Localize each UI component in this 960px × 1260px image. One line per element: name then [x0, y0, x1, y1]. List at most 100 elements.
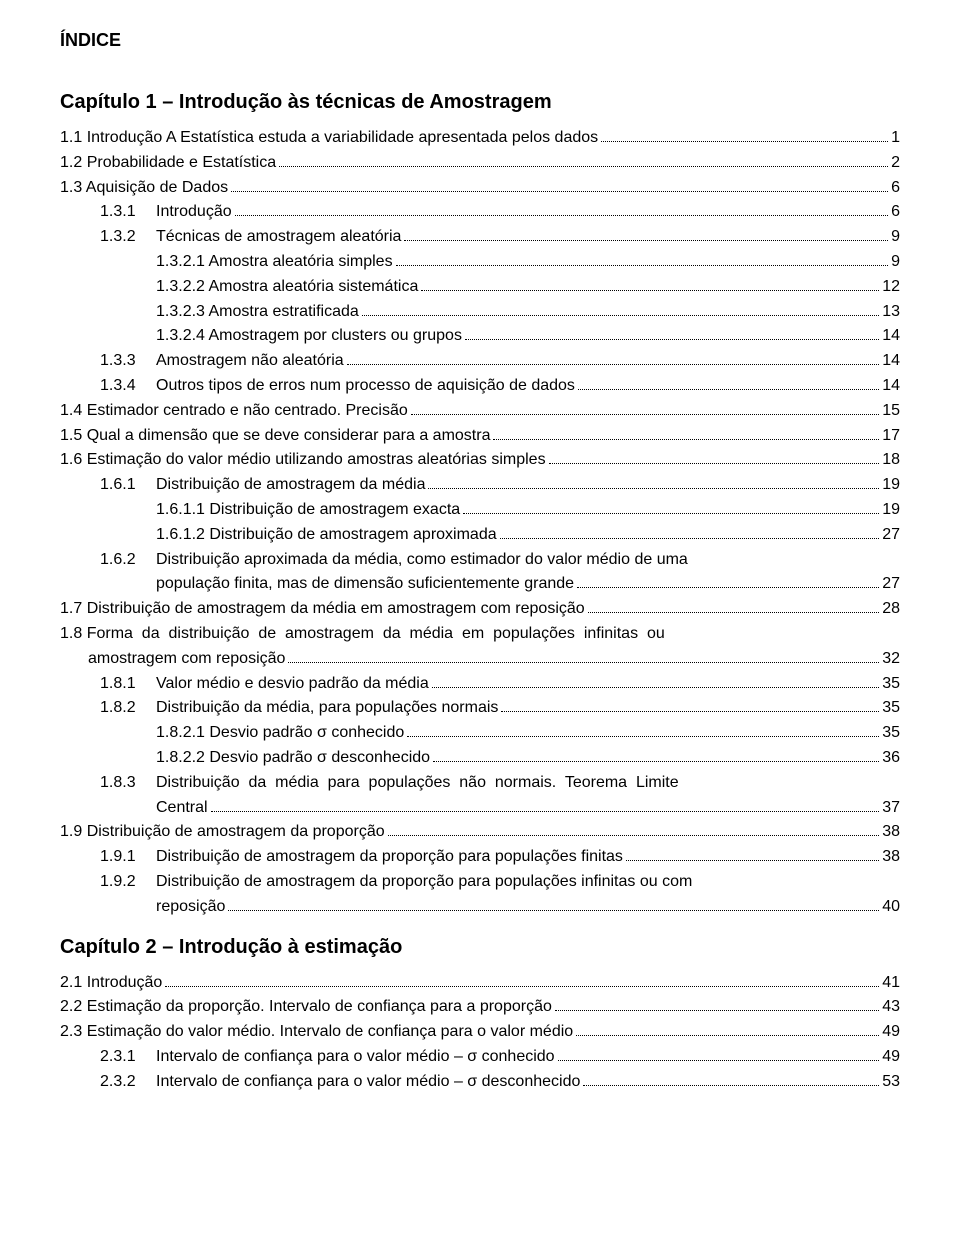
toc-entry: 1.6.1.1 Distribuição de amostragem exact… — [60, 498, 900, 523]
toc-entry: 1.3.2 Técnicas de amostragem aleatória 9 — [60, 225, 900, 250]
toc-number: 2.3.1 — [100, 1045, 156, 1070]
toc-text: Distribuição aproximada da média, como e… — [156, 548, 688, 573]
toc-entry: 2.3.1 Intervalo de confiança para o valo… — [60, 1045, 900, 1070]
toc-text: 1.3.2.2 Amostra aleatória sistemática — [156, 275, 418, 300]
toc-page: 9 — [891, 225, 900, 250]
leader-dots — [347, 364, 880, 365]
toc-text: 1.6.1.1 Distribuição de amostragem exact… — [156, 498, 460, 523]
toc-text: Intervalo de confiança para o valor médi… — [156, 1070, 580, 1095]
toc-entry: 2.3 Estimação do valor médio. Intervalo … — [60, 1020, 900, 1045]
toc-text: Intervalo de confiança para o valor médi… — [156, 1045, 555, 1070]
toc-page: 14 — [882, 324, 900, 349]
toc-text: Valor médio e desvio padrão da média — [156, 672, 429, 697]
toc-page: 38 — [882, 820, 900, 845]
leader-dots — [396, 265, 889, 266]
leader-dots — [421, 290, 879, 291]
toc-entry: 1.8.3 Distribuição da média para populaç… — [60, 771, 900, 821]
toc-page: 14 — [882, 349, 900, 374]
toc-entry: 1.9.2 Distribuição de amostragem da prop… — [60, 870, 900, 920]
leader-dots — [626, 860, 879, 861]
toc-page: 35 — [882, 696, 900, 721]
toc-page: 43 — [882, 995, 900, 1020]
toc-entry: 1.4 Estimador centrado e não centrado. P… — [60, 399, 900, 424]
toc-page: 15 — [882, 399, 900, 424]
toc-page: 12 — [882, 275, 900, 300]
chapter-2-heading: Capítulo 2 – Introdução à estimação — [60, 936, 900, 959]
leader-dots — [288, 662, 879, 663]
toc-entry: 1.3.2.1 Amostra aleatória simples 9 — [60, 250, 900, 275]
toc-text: amostragem com reposição — [88, 647, 285, 672]
toc-text: 2.2 Estimação da proporção. Intervalo de… — [60, 995, 552, 1020]
toc-page: 27 — [882, 572, 900, 597]
leader-dots — [211, 811, 880, 812]
leader-dots — [558, 1060, 880, 1061]
toc-page: 35 — [882, 672, 900, 697]
toc-entry: 1.1 Introdução A Estatística estuda a va… — [60, 126, 900, 151]
toc-text: 1.7 Distribuição de amostragem da média … — [60, 597, 585, 622]
toc-text: 1.2 Probabilidade e Estatística — [60, 151, 276, 176]
toc-text: 1.3.2.3 Amostra estratificada — [156, 300, 359, 325]
toc-entry: 1.6 Estimação do valor médio utilizando … — [60, 448, 900, 473]
toc-entry: 2.2 Estimação da proporção. Intervalo de… — [60, 995, 900, 1020]
leader-dots — [463, 513, 879, 514]
toc-page: 49 — [882, 1020, 900, 1045]
toc-number: 1.9.2 — [100, 870, 156, 895]
toc-page: 14 — [882, 374, 900, 399]
toc-page: 17 — [882, 424, 900, 449]
toc-text: Técnicas de amostragem aleatória — [156, 225, 401, 250]
leader-dots — [362, 315, 879, 316]
leader-dots — [493, 439, 879, 440]
toc-page: 19 — [882, 498, 900, 523]
toc-text: 1.8 Forma da distribuição de amostragem … — [60, 622, 900, 647]
toc-page: 28 — [882, 597, 900, 622]
leader-dots — [432, 687, 879, 688]
toc-page: 49 — [882, 1045, 900, 1070]
toc-text: 1.5 Qual a dimensão que se deve consider… — [60, 424, 490, 449]
leader-dots — [601, 141, 888, 142]
toc-page: 19 — [882, 473, 900, 498]
toc-text: Distribuição de amostragem da média — [156, 473, 425, 498]
toc-page: 40 — [882, 895, 900, 920]
toc-entry: 1.8 Forma da distribuição de amostragem … — [60, 622, 900, 672]
toc-text: Introdução — [156, 200, 232, 225]
toc-page: 27 — [882, 523, 900, 548]
leader-dots — [411, 414, 879, 415]
leader-dots — [577, 587, 879, 588]
leader-dots — [555, 1010, 879, 1011]
toc-text: 1.9 Distribuição de amostragem da propor… — [60, 820, 385, 845]
chapter-1-heading: Capítulo 1 – Introdução às técnicas de A… — [60, 91, 900, 114]
leader-dots — [588, 612, 880, 613]
toc-entry: 2.3.2 Intervalo de confiança para o valo… — [60, 1070, 900, 1095]
toc-entry: 1.9 Distribuição de amostragem da propor… — [60, 820, 900, 845]
toc-page: 53 — [882, 1070, 900, 1095]
toc-number: 1.3.2 — [100, 225, 156, 250]
toc-text: 1.3 Aquisição de Dados — [60, 176, 228, 201]
toc-entry: 1.6.1.2 Distribuição de amostragem aprox… — [60, 523, 900, 548]
toc-page: 13 — [882, 300, 900, 325]
toc-number: 1.3.4 — [100, 374, 156, 399]
toc-number: 1.9.1 — [100, 845, 156, 870]
toc-entry: 1.3.2.4 Amostragem por clusters ou grupo… — [60, 324, 900, 349]
toc-entry: 1.6.2 Distribuição aproximada da média, … — [60, 548, 900, 598]
toc-page: 18 — [882, 448, 900, 473]
toc-entry: 2.1 Introdução 41 — [60, 971, 900, 996]
toc-text: 1.3.2.4 Amostragem por clusters ou grupo… — [156, 324, 462, 349]
doc-title: ÍNDICE — [60, 30, 900, 51]
toc-number: 1.6.1 — [100, 473, 156, 498]
toc-entry: 1.8.2 Distribuição da média, para popula… — [60, 696, 900, 721]
toc-page: 6 — [891, 176, 900, 201]
leader-dots — [428, 488, 879, 489]
leader-dots — [549, 463, 880, 464]
toc-text: 1.3.2.1 Amostra aleatória simples — [156, 250, 393, 275]
toc-page: 2 — [891, 151, 900, 176]
leader-dots — [231, 191, 888, 192]
toc-number: 1.8.2 — [100, 696, 156, 721]
leader-dots — [578, 389, 879, 390]
toc-text: 1.1 Introdução A Estatística estuda a va… — [60, 126, 598, 151]
toc-number: 1.8.3 — [100, 771, 156, 796]
toc-text: Distribuição da média, para populações n… — [156, 696, 498, 721]
toc-page: 35 — [882, 721, 900, 746]
leader-dots — [465, 339, 879, 340]
toc-page: 36 — [882, 746, 900, 771]
toc-text: Outros tipos de erros num processo de aq… — [156, 374, 575, 399]
